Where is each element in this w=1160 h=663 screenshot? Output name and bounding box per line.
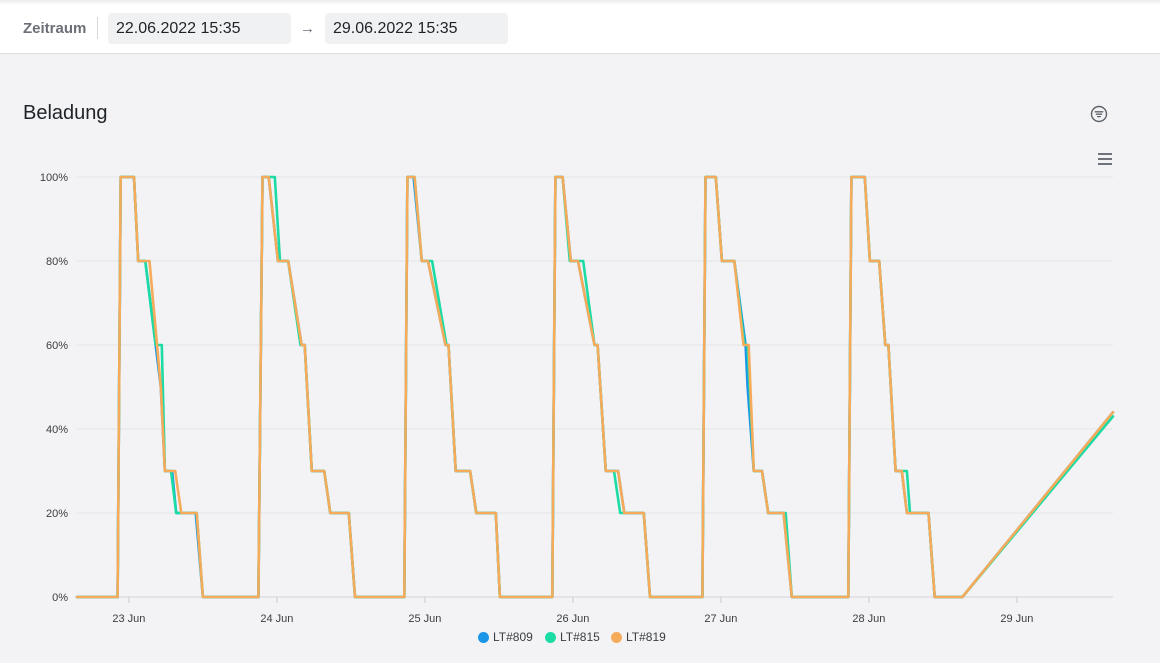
end-date-input[interactable]: 29.06.2022 15:35 [325,13,508,44]
x-tick-label: 29 Jun [1000,613,1033,625]
chart-title: Beladung [23,102,108,124]
y-tick-label: 0% [52,592,68,604]
y-axis-ticks: 0% 20% 40% 60% 80% 100% [40,172,68,604]
legend-marker [545,631,556,643]
x-tick-label: 27 Jun [704,613,737,625]
series-line-lt819 [75,175,1115,599]
series-lines [75,175,1115,599]
legend-item[interactable]: LT#815 [545,627,600,647]
toolbar-shadow [0,0,1160,5]
y-tick-label: 20% [46,508,68,520]
legend-label: LT#819 [626,630,666,644]
hamburger-menu-icon [1098,153,1112,165]
range-arrow-icon: → [300,20,315,37]
legend-item[interactable]: LT#809 [478,627,533,647]
y-tick-label: 40% [46,424,68,436]
x-tick-label: 23 Jun [112,613,145,625]
x-tick-label: 28 Jun [852,613,885,625]
y-tick-label: 80% [46,256,68,268]
legend-item[interactable]: LT#819 [611,627,666,647]
legend-label: LT#809 [493,630,533,644]
y-tick-label: 60% [46,340,68,352]
load-line-chart: 0% 20% 40% 60% 80% 100% 23 Jun 24 Jun 25 Jun 26 … [40,172,1115,625]
chart-legend: LT#809 LT#815 LT#819 [0,627,1160,647]
x-tick-label: 24 Jun [260,613,293,625]
series-line-lt815 [75,175,1115,599]
y-tick-label: 100% [40,172,68,184]
x-tick-label: 25 Jun [408,613,441,625]
filter-icon [1090,105,1108,123]
x-tick-label: 26 Jun [556,613,589,625]
x-axis-ticks: 23 Jun 24 Jun 25 Jun 26 Jun 27 Jun 28 Jun 29 J… [112,597,1033,625]
legend-marker [611,631,622,643]
grid-lines [77,176,1113,598]
legend-label: LT#815 [560,630,600,644]
range-label: Zeitraum [23,20,87,37]
filter-button[interactable] [1088,103,1110,125]
chart-menu-button[interactable] [1095,150,1115,168]
legend-marker [478,631,489,643]
start-date-input[interactable]: 22.06.2022 15:35 [108,13,291,44]
series-line-lt809 [75,175,1115,599]
date-range-toolbar: Zeitraum 22.06.2022 15:35 → 29.06.2022 1… [0,0,1160,54]
toolbar-divider [97,17,98,39]
